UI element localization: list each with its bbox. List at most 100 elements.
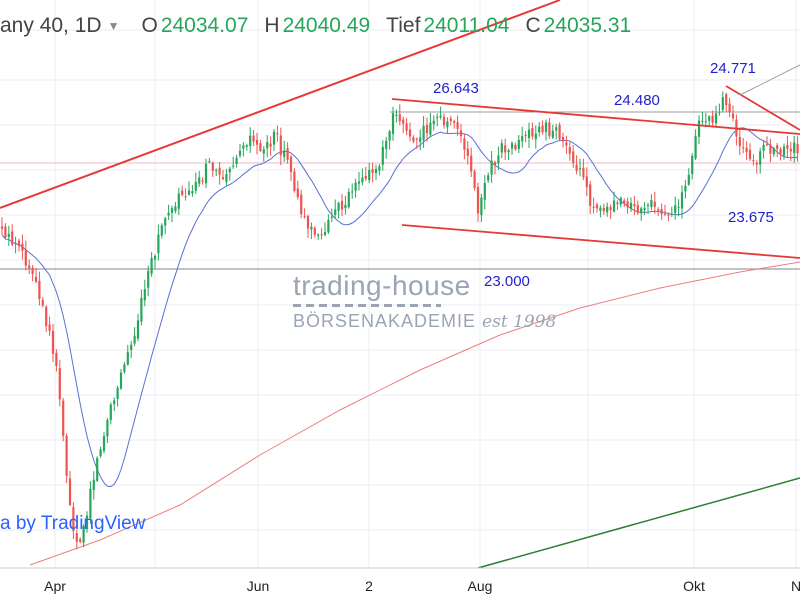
support-trendline bbox=[477, 477, 800, 569]
candle-body bbox=[11, 231, 14, 245]
candle-body bbox=[79, 539, 82, 542]
candle-body bbox=[181, 190, 184, 195]
candle-body bbox=[327, 219, 330, 233]
candle-body bbox=[388, 131, 391, 141]
candle-body bbox=[623, 200, 626, 204]
candle-body bbox=[119, 372, 123, 389]
candle-body bbox=[493, 162, 497, 166]
time-axis-bg bbox=[0, 568, 800, 600]
candle-body bbox=[752, 160, 755, 162]
candle-body bbox=[116, 387, 119, 399]
candle-body bbox=[697, 120, 701, 137]
candle-body bbox=[731, 113, 735, 119]
candle-body bbox=[755, 162, 758, 165]
candle-body bbox=[255, 139, 259, 145]
candle-body bbox=[147, 270, 150, 288]
candle-body bbox=[514, 144, 517, 150]
candle-body bbox=[133, 335, 136, 344]
symbol-label[interactable]: any 40, 1D bbox=[0, 14, 102, 37]
watermark-tagline: est 1998 bbox=[482, 312, 557, 332]
candle-body bbox=[55, 352, 58, 366]
candle-body bbox=[351, 191, 354, 193]
candle-body bbox=[113, 400, 116, 405]
candle-body bbox=[21, 243, 24, 251]
candle-body bbox=[480, 197, 483, 216]
candle-body bbox=[782, 146, 786, 156]
candle-body bbox=[58, 368, 61, 400]
candle-body bbox=[153, 256, 157, 260]
candle-body bbox=[262, 149, 265, 154]
candle-body bbox=[395, 114, 398, 116]
candles bbox=[0, 91, 799, 550]
candle-body bbox=[626, 201, 629, 208]
candle-body bbox=[96, 458, 99, 481]
ohlc-header: any 40, 1D ▼ O 24034.07 H 24040.49 Tief … bbox=[0, 12, 647, 40]
candle-body bbox=[405, 123, 408, 131]
candle-body bbox=[572, 151, 575, 164]
candle-body bbox=[714, 113, 718, 124]
candle-body bbox=[415, 138, 418, 140]
candle-body bbox=[201, 180, 204, 182]
candle-body bbox=[531, 128, 534, 137]
candle-body bbox=[7, 233, 10, 238]
candle-body bbox=[439, 115, 442, 118]
candle-body bbox=[174, 206, 177, 212]
candle-body bbox=[51, 331, 55, 354]
candle-body bbox=[517, 139, 520, 150]
channel-upper-line bbox=[391, 98, 800, 135]
candle-body bbox=[555, 127, 558, 131]
candle-body bbox=[643, 207, 646, 210]
candle-body bbox=[65, 435, 68, 476]
candle-body bbox=[657, 209, 660, 211]
candle-body bbox=[347, 191, 350, 208]
candle-body bbox=[595, 204, 599, 209]
candle-body bbox=[334, 209, 337, 216]
candle-body bbox=[544, 122, 548, 132]
candle-body bbox=[419, 137, 422, 143]
candle-body bbox=[793, 142, 796, 154]
candle-body bbox=[691, 155, 694, 175]
chevron-down-icon[interactable]: ▼ bbox=[107, 19, 120, 33]
candle-body bbox=[130, 344, 133, 350]
candle-body bbox=[667, 214, 670, 216]
candle-body bbox=[575, 164, 578, 171]
candle-body bbox=[34, 276, 38, 282]
candle-body bbox=[680, 192, 684, 209]
trendlines bbox=[0, 0, 800, 569]
candle-body bbox=[194, 181, 197, 191]
candle-body bbox=[470, 155, 473, 172]
candle-body bbox=[354, 182, 357, 191]
candle-body bbox=[286, 148, 289, 160]
candle-body bbox=[490, 160, 493, 175]
tradingview-attribution[interactable]: a by TradingView bbox=[0, 513, 146, 534]
candle-body bbox=[459, 130, 463, 137]
candle-body bbox=[106, 419, 109, 437]
candle-body bbox=[41, 299, 44, 306]
candle-body bbox=[616, 202, 619, 204]
candle-body bbox=[599, 207, 602, 211]
candle-body bbox=[776, 145, 779, 149]
candle-body bbox=[109, 404, 112, 421]
candle-body bbox=[221, 177, 225, 180]
candle-body bbox=[89, 488, 92, 519]
resistance-trendline bbox=[0, 0, 561, 209]
candle-body bbox=[374, 168, 378, 174]
candle-body bbox=[748, 149, 752, 160]
candle-body bbox=[62, 400, 65, 436]
candle-body bbox=[602, 207, 605, 212]
candle-body bbox=[249, 135, 252, 147]
candle-body bbox=[85, 515, 89, 530]
candle-body bbox=[123, 364, 126, 372]
watermark-title: trading-house bbox=[293, 270, 471, 301]
candle-body bbox=[140, 297, 143, 322]
candle-body bbox=[534, 133, 537, 140]
candle-body bbox=[0, 226, 4, 229]
candle-body bbox=[789, 148, 792, 152]
candle-body bbox=[796, 144, 799, 154]
candle-body bbox=[48, 324, 51, 331]
x-tick-label: Aug bbox=[467, 578, 493, 594]
candle-body bbox=[677, 206, 680, 208]
candle-body bbox=[238, 150, 242, 156]
candle-body bbox=[204, 163, 208, 184]
